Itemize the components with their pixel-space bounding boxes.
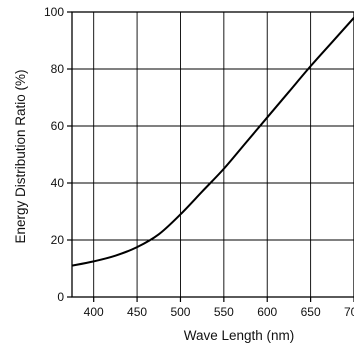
y-axis-title: Energy Distribution Ratio (%) — [13, 69, 28, 243]
plot-frame — [71, 11, 354, 298]
y-tick-labels: 0 20 40 60 80 100 — [44, 5, 64, 304]
x-tick-label: 650 — [301, 305, 321, 319]
y-tick-label: 0 — [57, 290, 64, 304]
grid — [72, 11, 354, 298]
y-tick-label: 80 — [51, 62, 65, 76]
y-tick-label: 20 — [51, 233, 65, 247]
y-tick-label: 60 — [51, 119, 65, 133]
x-axis-title: Wave Length (nm) — [184, 328, 295, 343]
series-line — [71, 17, 354, 267]
y-tick-label: 40 — [51, 176, 65, 190]
x-tick-label: 550 — [214, 305, 234, 319]
y-tick-label: 100 — [44, 5, 64, 19]
x-tick-label: 450 — [127, 305, 147, 319]
axes — [67, 11, 354, 302]
x-tick-labels: 400 450 500 550 600 650 700 — [84, 305, 354, 319]
x-tick-label: 500 — [170, 305, 190, 319]
x-tick-label: 400 — [84, 305, 104, 319]
x-tick-label: 600 — [257, 305, 277, 319]
series — [71, 17, 354, 267]
x-tick-label: 700 — [344, 305, 354, 319]
